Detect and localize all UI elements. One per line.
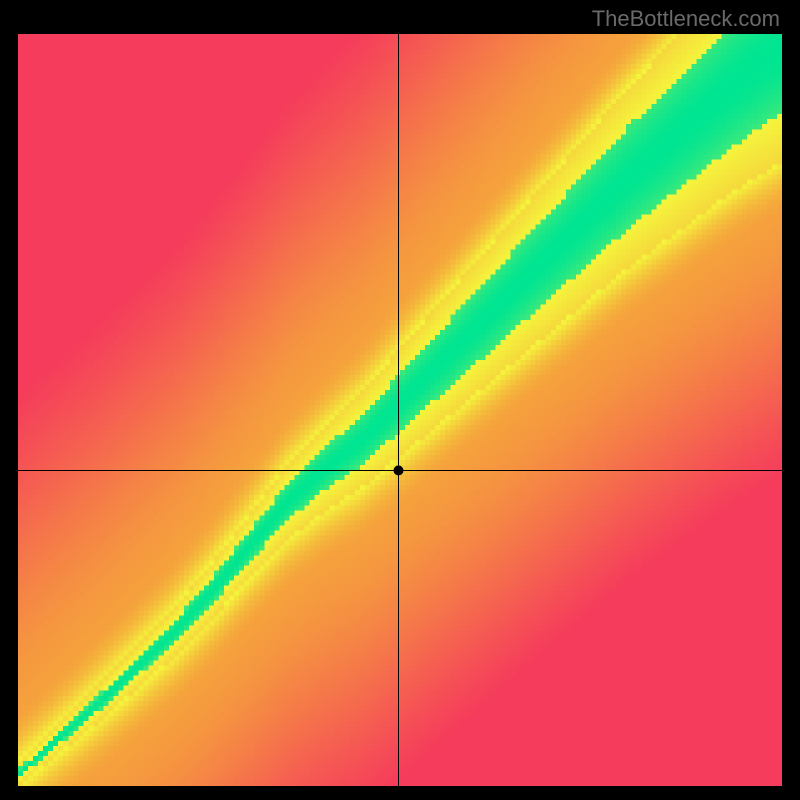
heatmap-plot (18, 34, 782, 786)
crosshair-overlay (18, 34, 782, 786)
watermark-text: TheBottleneck.com (592, 6, 780, 32)
root: TheBottleneck.com (0, 0, 800, 800)
